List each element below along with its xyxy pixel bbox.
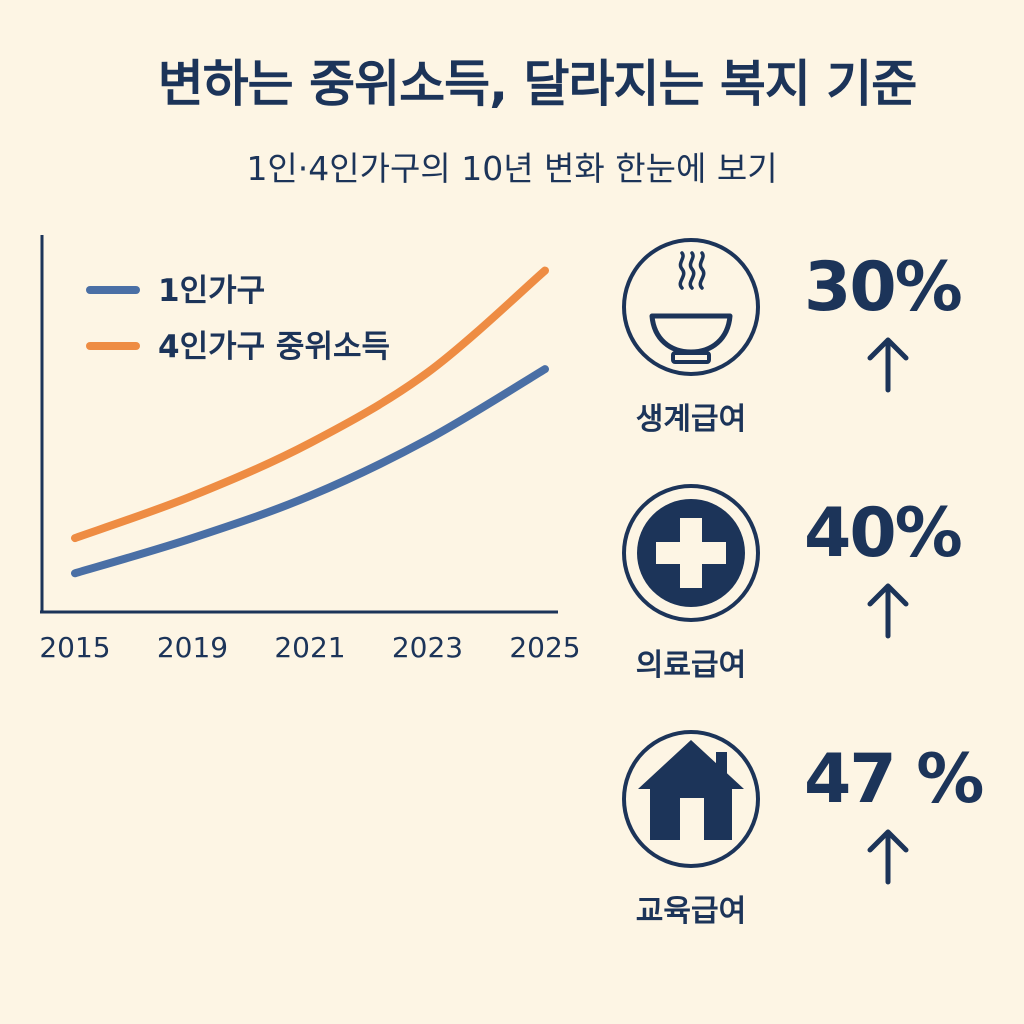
benefit-card-education: 교육급여 47 %: [600, 728, 1000, 948]
income-line-chart: 2015 2019 2021 2023 2025 1인가구 4인가구 중위소득: [39, 235, 581, 664]
series-line-2: [71, 266, 549, 543]
benefit-label: 교육급여: [635, 894, 747, 929]
x-tick-label: 2025: [509, 631, 580, 664]
legend-label-1: 1인가구: [158, 273, 265, 309]
benefit-label: 의료급여: [635, 648, 747, 683]
benefit-label: 생계급여: [635, 402, 747, 437]
benefit-percent: 47 %: [804, 740, 984, 819]
benefit-percent: 40%: [804, 494, 963, 573]
page-title: 변하는 중위소득, 달라지는 복지 기준: [157, 55, 918, 113]
benefit-card-livelihood: 생계급여 30%: [600, 236, 1000, 456]
arrow-up-icon: [867, 337, 909, 393]
soup-bowl-icon: [622, 238, 760, 376]
medical-cross-icon: [622, 484, 760, 622]
page-subtitle: 1인·4인가구의 10년 변화 한눈에 보기: [246, 149, 778, 188]
benefit-percent: 30%: [804, 248, 963, 327]
arrow-up-icon: [867, 829, 909, 885]
x-tick-label: 2019: [157, 631, 228, 664]
benefit-card-medical: 의료급여 40%: [600, 482, 1000, 702]
series-line-1: [71, 365, 549, 578]
x-tick-label: 2015: [39, 631, 110, 664]
house-icon: [622, 730, 760, 868]
x-tick-label: 2023: [392, 631, 463, 664]
x-tick-label: 2021: [274, 631, 345, 664]
arrow-up-icon: [867, 583, 909, 639]
legend-label-2: 4인가구 중위소득: [158, 329, 390, 365]
